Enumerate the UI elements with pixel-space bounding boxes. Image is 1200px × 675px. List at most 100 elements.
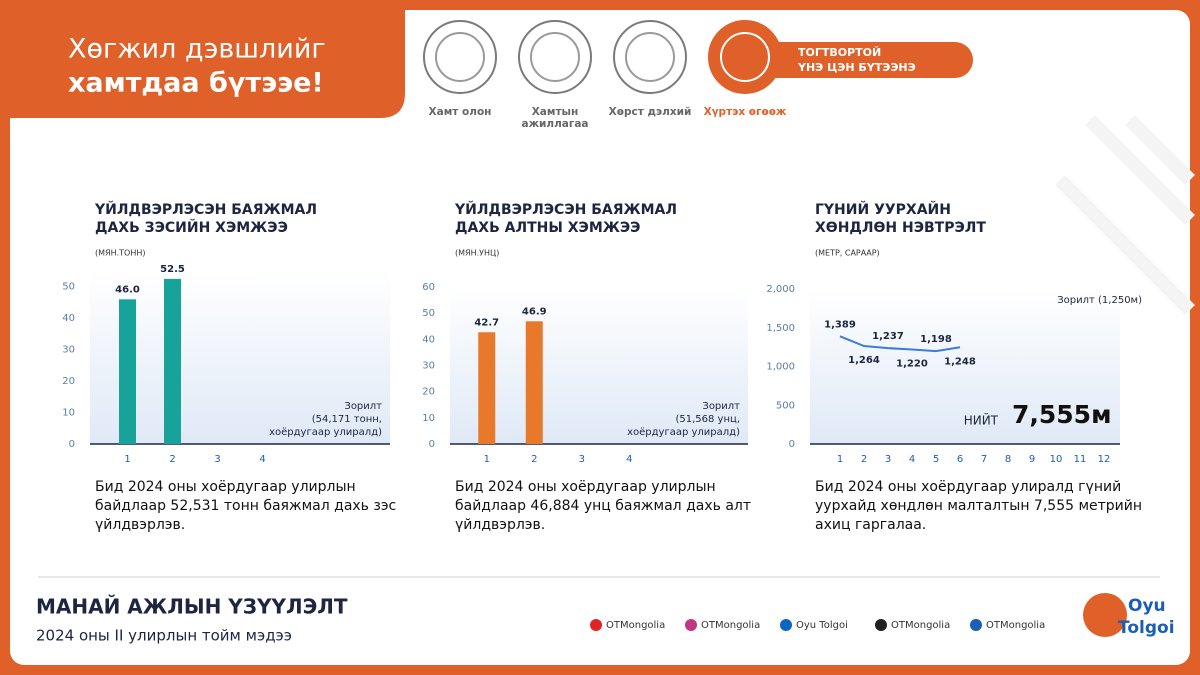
total-value: 7,555м [1012, 400, 1112, 429]
x-tick-label: 1 [484, 454, 490, 465]
bar [119, 299, 136, 444]
x-tick-label: 8 [1005, 454, 1011, 465]
value-icon [423, 20, 497, 94]
x-tick-label: 2 [169, 454, 175, 465]
x-tick-label: 10 [1050, 454, 1063, 465]
banner [735, 42, 973, 78]
y-tick-label: 10 [422, 413, 435, 424]
decor [1055, 115, 1195, 315]
x-tick-label: 4 [259, 454, 265, 465]
x-tick-label: 7 [981, 454, 987, 465]
value-label: Хөрст дэлхий [609, 106, 692, 118]
x-tick-label: 11 [1074, 454, 1087, 465]
y-tick-label: 0 [789, 439, 795, 450]
description: Бид 2024 оны хоёрдугаар улирлын [455, 479, 716, 495]
chart-unit: (МЯН.ТОНН) [95, 249, 145, 258]
y-tick-label: 50 [422, 308, 435, 319]
value-label: ажиллагаа [521, 118, 588, 130]
chart-title: ДАХЬ ЗЭСИЙН ХЭМЖЭЭ [95, 219, 288, 236]
annotation: Зорилт [702, 401, 740, 412]
annotation: Зорилт (1,250м) [1057, 295, 1142, 306]
y-tick-label: 1,000 [766, 362, 795, 373]
description: Бид 2024 оны хоёрдугаар улиралд гүний [815, 479, 1121, 495]
description: Бид 2024 оны хоёрдугаар улирлын [95, 479, 356, 495]
chart-title: ҮЙЛДВЭРЛЭСЭН БАЯЖМАЛ [94, 201, 317, 218]
chart-title: ГҮНИЙ УУРХАЙН [815, 201, 951, 218]
x-tick-label: 4 [909, 454, 915, 465]
annotation: (54,171 тонн, [312, 414, 382, 425]
y-tick-label: 0 [429, 439, 435, 450]
value-icon [708, 20, 782, 94]
description: ахиц гаргалаа. [815, 517, 926, 533]
description: байдлаар 46,884 унц баяжмал дахь алт [455, 498, 751, 514]
y-tick-label: 20 [62, 376, 75, 387]
annotation: хоёрдугаар улиралд) [269, 427, 382, 438]
y-tick-label: 20 [422, 387, 435, 398]
social-label: OTMongolia [986, 620, 1045, 631]
header-title: хамтдаа бүтээе! [68, 68, 324, 99]
header-title: Хөгжил дэвшлийг [68, 34, 326, 65]
y-tick-label: 2,000 [766, 284, 795, 295]
value-label: Хүртэх өгөөж [704, 106, 787, 118]
plot-area [450, 287, 748, 444]
data-label: 1,264 [848, 355, 880, 366]
data-label: 46.0 [115, 284, 140, 295]
value-icon-inner [720, 32, 770, 82]
description: уурхайд хөндлөн малталтын 7,555 метрийн [815, 498, 1142, 514]
social-icon [780, 619, 792, 631]
annotation: (51,568 унц, [675, 414, 740, 425]
data-label: 46.9 [522, 306, 547, 317]
x-tick-label: 2 [861, 454, 867, 465]
x-tick-label: 6 [957, 454, 963, 465]
social-icon [970, 619, 982, 631]
bar [525, 321, 543, 444]
line [839, 335, 961, 353]
plot-area [90, 271, 390, 444]
value-label: Хамт олон [429, 106, 492, 118]
value-icon [613, 20, 687, 94]
x-tick-label: 3 [579, 454, 585, 465]
chart-title: ҮЙЛДВЭРЛЭСЭН БАЯЖМАЛ [454, 201, 677, 218]
social-icon [875, 619, 887, 631]
chart-unit: (МЯН.УНЦ) [455, 249, 499, 258]
x-tick-label: 4 [626, 454, 632, 465]
plot-area [810, 289, 1120, 444]
x-tick-label: 12 [1098, 454, 1111, 465]
chart-title: ДАХЬ АЛТНЫ ХЭМЖЭЭ [455, 220, 640, 236]
logo-text: Tolgoi [1118, 618, 1175, 638]
x-tick-label: 3 [885, 454, 891, 465]
chart-unit: (МЕТР, САРААР) [815, 249, 880, 258]
data-label: 1,248 [944, 356, 976, 367]
chart-title: ХӨНДЛӨН НЭВТРЭЛТ [815, 220, 986, 236]
logo-mark [1083, 593, 1127, 637]
y-tick-label: 40 [62, 313, 75, 324]
value-icon-inner [625, 32, 675, 82]
value-icon-inner [530, 32, 580, 82]
bar [478, 332, 496, 444]
social-icon [685, 619, 697, 631]
y-tick-label: 1,500 [766, 323, 795, 334]
x-tick-label: 2 [531, 454, 537, 465]
y-tick-label: 500 [776, 400, 795, 411]
description: байдлаар 52,531 тонн баяжмал дахь зэс [95, 498, 396, 514]
y-tick-label: 50 [62, 282, 75, 293]
footer-subtitle: 2024 оны II улирлын тойм мэдээ [36, 627, 292, 645]
x-tick-label: 9 [1029, 454, 1035, 465]
total-label: НИЙТ [964, 413, 999, 428]
banner-text: ҮНЭ ЦЭН БҮТЭЭНЭ [797, 61, 916, 74]
annotation: Зорилт [344, 401, 382, 412]
value-label: Хамтын [532, 106, 579, 118]
data-label: 1,198 [920, 334, 952, 345]
y-tick-label: 60 [422, 282, 435, 293]
social-label: OTMongolia [891, 620, 950, 631]
data-label: 1,389 [824, 319, 856, 330]
description: үйлдвэрлэв. [455, 517, 545, 533]
y-tick-label: 10 [62, 408, 75, 419]
social-label: OTMongolia [606, 620, 665, 631]
y-tick-label: 30 [62, 345, 75, 356]
y-tick-label: 30 [422, 361, 435, 372]
data-label: 52.5 [160, 264, 185, 275]
data-label: 42.7 [474, 317, 499, 328]
